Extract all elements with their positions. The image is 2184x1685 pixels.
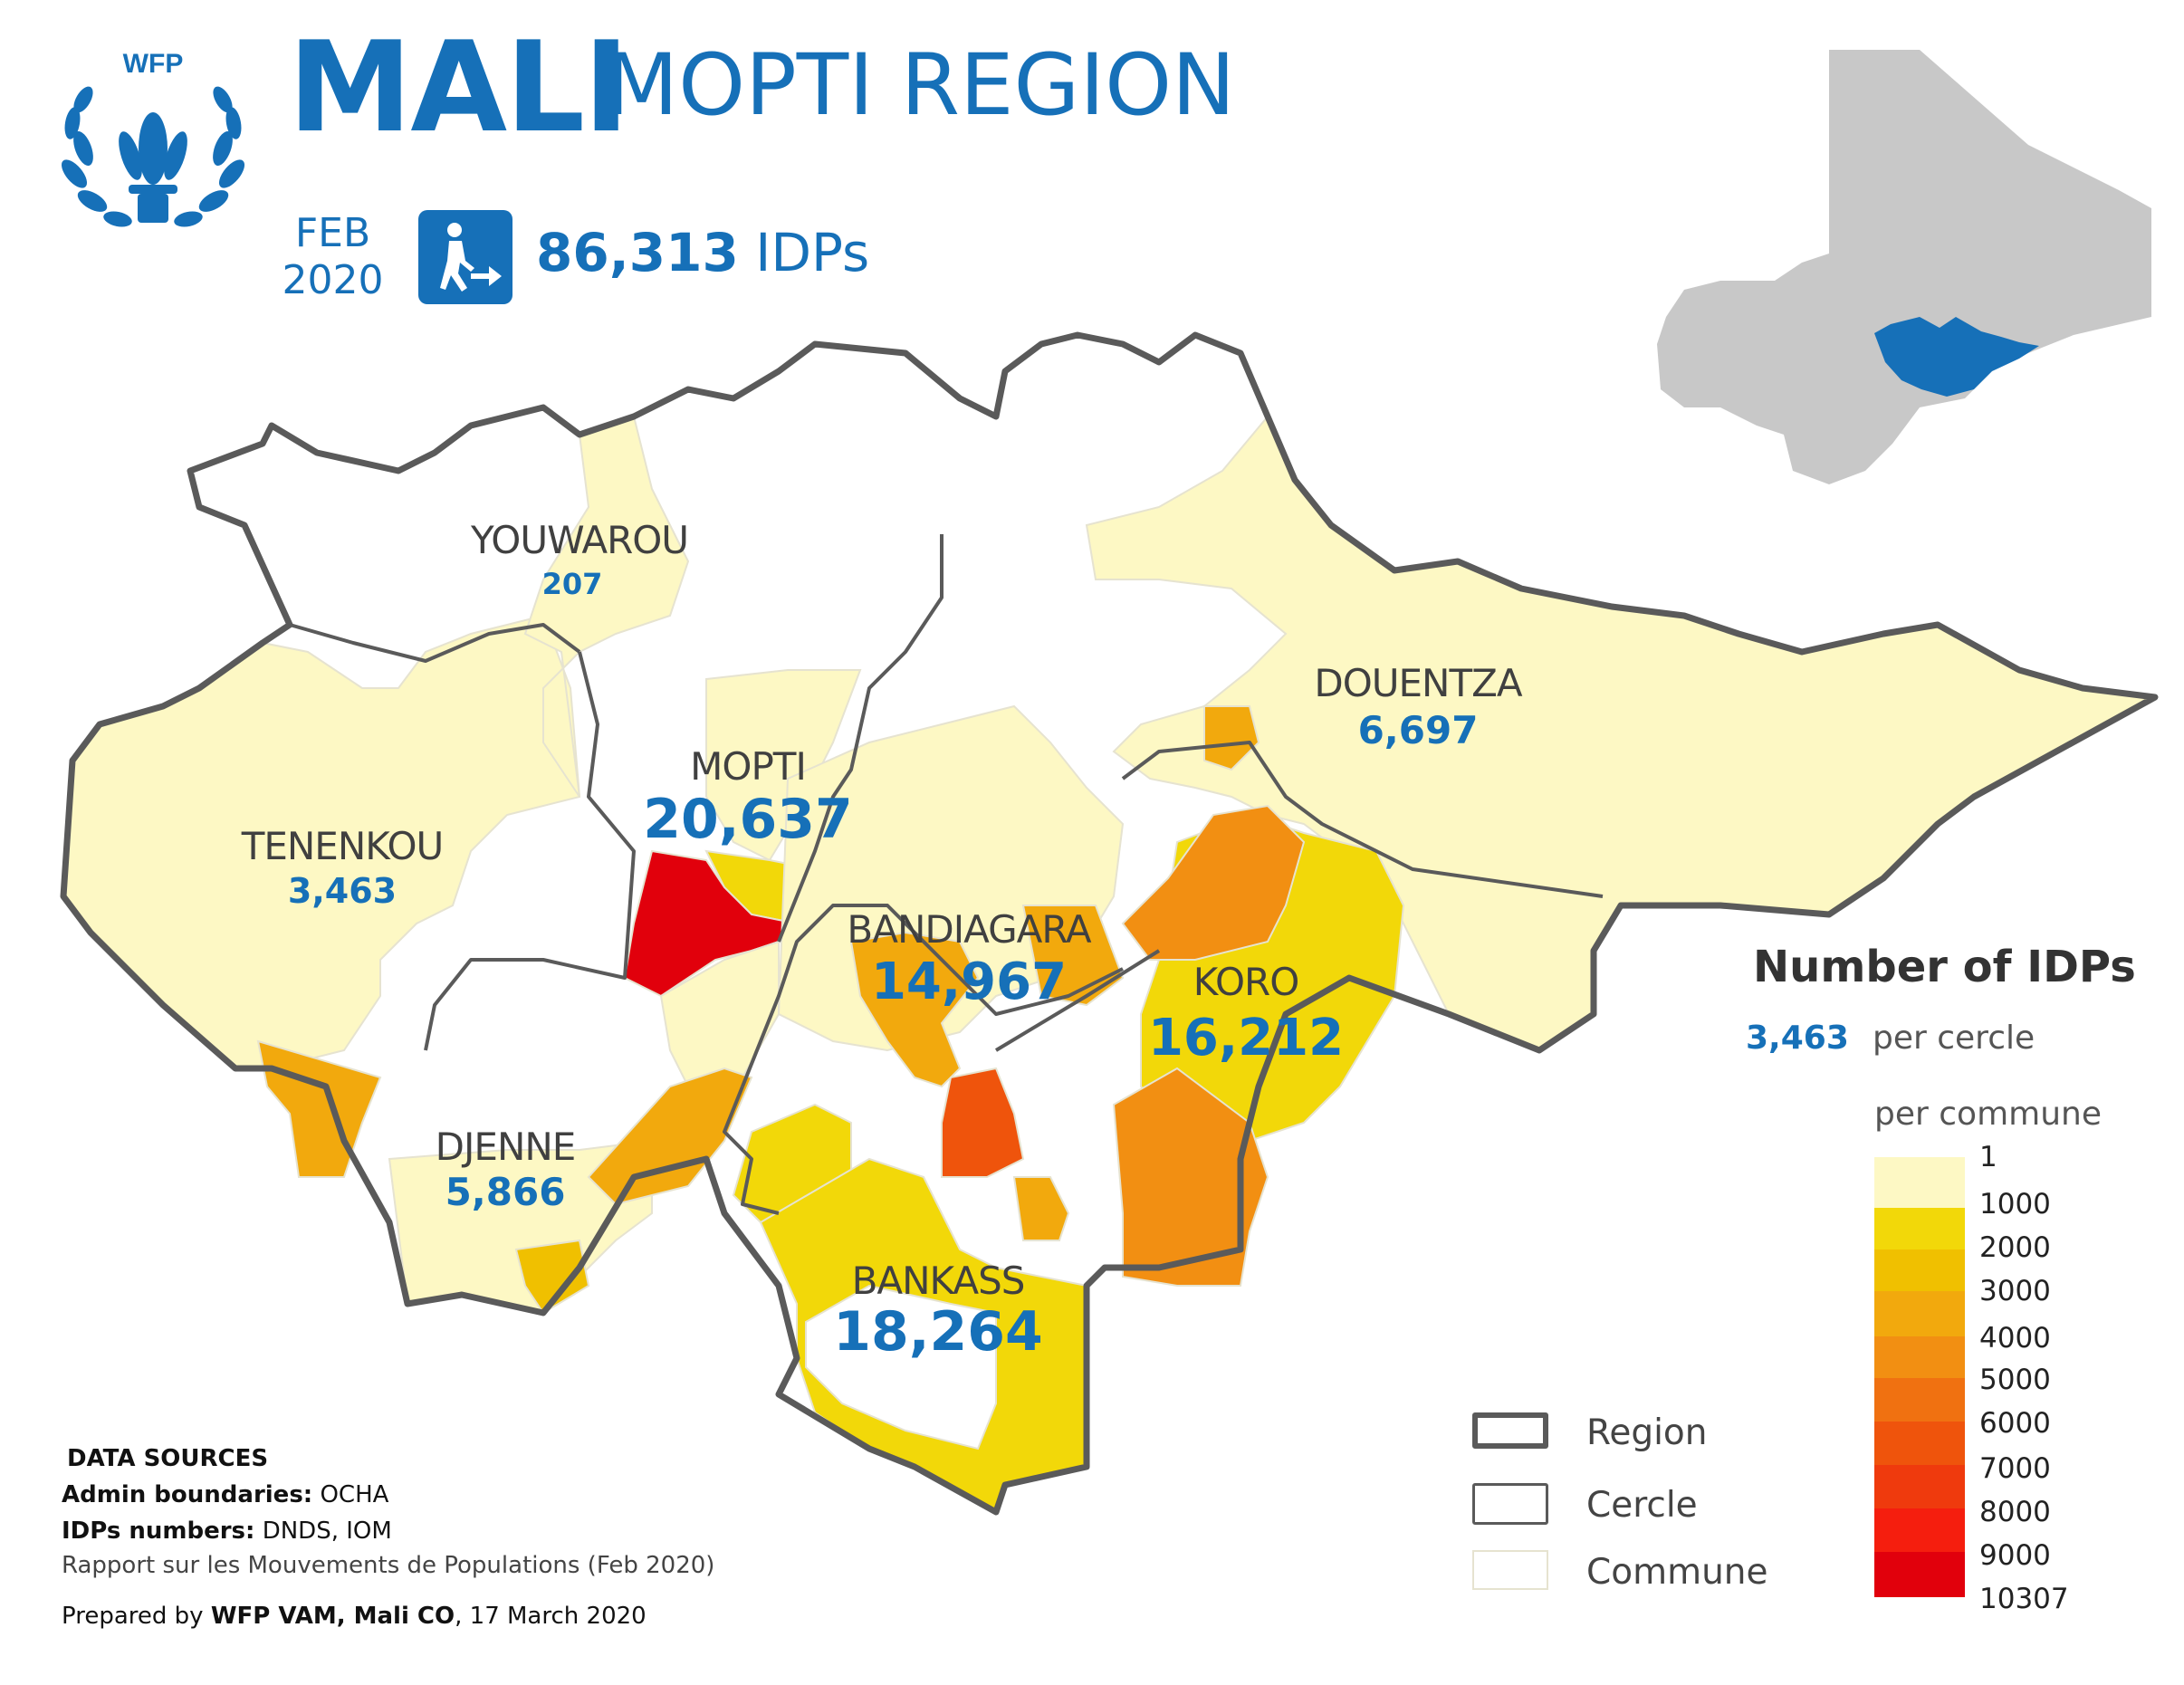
- cercle-value-douentza: 6,697: [1357, 708, 1479, 752]
- legend-swatch: [1874, 1157, 1965, 1208]
- legend-swatch: [1874, 1378, 1965, 1422]
- cercle-boundary-bandiagara-douentza: [1121, 741, 1604, 898]
- legend-bin-label: 6000: [1979, 1407, 2051, 1440]
- sources-admin: Admin boundaries: OCHA: [62, 1481, 388, 1508]
- idp-total-number: 86,313: [536, 222, 739, 283]
- cercle-value-koro: 16,212: [1147, 1009, 1345, 1067]
- sources-idp-value: DNDS, IOM: [262, 1517, 392, 1545]
- cercle-value-bandiagara: 14,967: [870, 953, 1068, 1011]
- sources-report: Rapport sur les Mouvements de Population…: [62, 1552, 715, 1579]
- legend-swatch: [1874, 1465, 1965, 1508]
- cercle-value-youwarou: 207: [541, 567, 603, 601]
- commune-koro-orange: [1121, 804, 1306, 961]
- cercle-boundary-youwarou-tenenkou: [289, 623, 581, 663]
- commune-bandiagara-deep: [941, 1067, 1025, 1178]
- legend-swatch: [1874, 1291, 1965, 1336]
- report-month: FEB: [294, 210, 371, 256]
- legend-title: Number of IDPs: [1753, 942, 2136, 992]
- legend-region-label: Region: [1586, 1412, 1708, 1453]
- page-subtitle: MOPTI REGION: [605, 36, 1236, 135]
- legend-swatch: [1874, 1422, 1965, 1465]
- sources-admin-value: OCHA: [320, 1481, 389, 1508]
- sources-idp-label: IDPs numbers:: [62, 1517, 255, 1545]
- sources-idp: IDPs numbers: DNDS, IOM: [62, 1517, 392, 1545]
- legend-swatch: [1874, 1249, 1965, 1291]
- legend-sample-value: 3,463: [1746, 1020, 1849, 1057]
- legend-swatch: [1874, 1508, 1965, 1552]
- commune-bankass-orange: [1012, 1176, 1070, 1241]
- cercle-label-bandiagara: BANDIAGARA: [847, 907, 1091, 952]
- legend-bin-label: 2000: [1979, 1231, 2051, 1264]
- page-title: MALI: [288, 14, 629, 160]
- legend-commune-label: Commune: [1586, 1552, 1768, 1593]
- prepared-date: , 17 March 2020: [455, 1603, 647, 1630]
- prepared-prefix: Prepared by: [62, 1603, 204, 1630]
- cercle-value-tenenkou: 3,463: [287, 871, 398, 911]
- report-year: 2020: [282, 257, 384, 303]
- idp-total-unit: IDPs: [755, 222, 870, 283]
- cercle-boundary-koro-bankass: [994, 949, 1161, 1052]
- legend-bin-label: 9000: [1979, 1539, 2051, 1572]
- commune-koro-south: [1112, 1067, 1269, 1287]
- cercle-boundary-bandiagara-koro: [741, 904, 1124, 1087]
- cercle-boundary-tenenkou-mopti: [424, 651, 636, 1051]
- wfp-emblem-icon: WFP: [61, 49, 245, 227]
- cercle-label-koro: KORO: [1193, 960, 1300, 1004]
- legend-bin-label: 7000: [1979, 1452, 2051, 1485]
- legend-bin-label: 8000: [1979, 1496, 2051, 1528]
- legend-region-swatch: [1472, 1412, 1548, 1449]
- person-walking-arrow-icon: [418, 210, 512, 304]
- legend-color-ramp: [1874, 1157, 1965, 1597]
- legend-bin-label: 4000: [1979, 1322, 2051, 1355]
- region-boundary: [60, 331, 2159, 1516]
- wfp-logo-text: WFP: [123, 49, 184, 79]
- report-date: FEB 2020: [276, 210, 389, 304]
- legend-bin-label: 10307: [1979, 1583, 2069, 1615]
- commune-bankass-white: [805, 1284, 997, 1450]
- legend-bin-label: 5000: [1979, 1364, 2051, 1396]
- legend-cercle-label: Cercle: [1586, 1485, 1698, 1526]
- legend-bin-label: 1: [1979, 1141, 1997, 1173]
- legend-commune-swatch: [1472, 1550, 1548, 1590]
- legend-swatch: [1874, 1336, 1965, 1378]
- cercle-value-djenne: 5,866: [445, 1170, 566, 1214]
- cercle-label-bankass: BANKASS: [851, 1259, 1026, 1303]
- legend-swatch: [1874, 1208, 1965, 1249]
- commune-bandiagara-orange: [849, 931, 980, 1088]
- cercle-boundary-djenne-bankass: [723, 1086, 780, 1215]
- cercle-label-douentza: DOUENTZA: [1314, 661, 1522, 705]
- cercle-label-youwarou: YOUWAROU: [470, 518, 689, 562]
- commune-youwarou: [523, 415, 690, 798]
- cercle-value-mopti: 20,637: [643, 788, 853, 851]
- sources-heading: DATA SOURCES: [67, 1445, 269, 1472]
- legend-per-cercle: per cercle: [1873, 1020, 2036, 1057]
- sources-admin-label: Admin boundaries:: [62, 1481, 313, 1508]
- cercle-boundary-mopti-bandiagara: [777, 534, 944, 943]
- legend-cercle-swatch: [1472, 1483, 1548, 1525]
- cercle-label-tenenkou: TENENKOU: [241, 824, 445, 868]
- legend-bin-label: 1000: [1979, 1188, 2051, 1221]
- legend-swatch: [1874, 1552, 1965, 1597]
- commune-djenne-yellow: [514, 1239, 590, 1315]
- commune-djenne-orange: [587, 1067, 753, 1206]
- prepared-org: WFP VAM, Mali CO: [210, 1603, 455, 1630]
- legend-bin-label: 3000: [1979, 1275, 2051, 1307]
- mopti-region-highlight: [1874, 317, 2039, 397]
- legend-per-commune: per commune: [1874, 1096, 2102, 1133]
- cercle-label-mopti: MOPTI: [690, 744, 807, 789]
- wfp-logo: WFP: [53, 47, 254, 243]
- mali-inset-map: [1657, 50, 2151, 484]
- mali-country-shape: [1657, 50, 2151, 484]
- cercle-label-djenne: DJENNE: [435, 1125, 577, 1169]
- idp-total: 86,313 IDPs: [536, 226, 869, 279]
- cercle-value-bankass: 18,264: [833, 1300, 1043, 1364]
- prepared-by: Prepared by WFP VAM, Mali CO, 17 March 2…: [62, 1603, 647, 1630]
- commune-douentza-orange: [1203, 705, 1260, 771]
